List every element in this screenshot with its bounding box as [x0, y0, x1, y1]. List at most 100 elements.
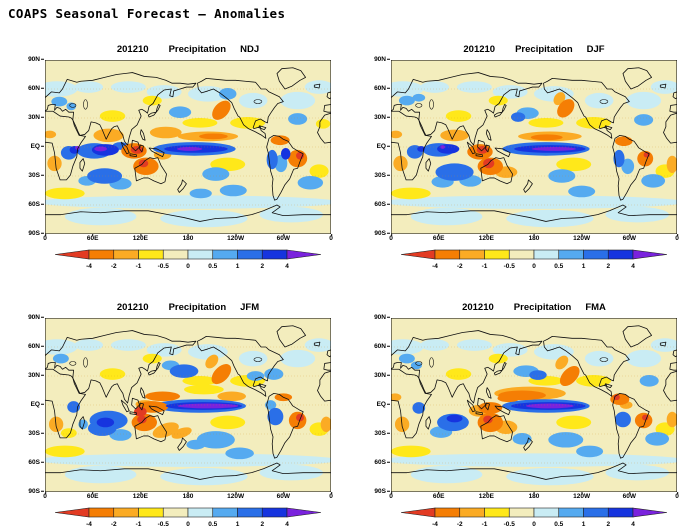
panel-init-date: 201210	[116, 44, 149, 55]
lat-tick-label: 60S	[28, 201, 45, 209]
panel-init-date: 201210	[462, 302, 494, 313]
lon-tick-label: 0	[389, 492, 393, 500]
lat-tick-label: 30S	[28, 430, 45, 438]
colorbar-tick-label: -2	[111, 521, 117, 528]
colorbar-tick-label: 0.5	[208, 263, 217, 270]
lat-tick-label: 60S	[28, 459, 45, 467]
lon-tick-label: 0	[675, 492, 679, 500]
lat-tick-label: 60N	[374, 343, 391, 351]
lon-axis: 0 60E 120E 180 120W 60W 0	[43, 234, 333, 244]
colorbar-tick-label: -0.5	[504, 521, 516, 528]
lon-tick-label: 120W	[573, 492, 591, 500]
colorbar-tick-label: -4	[86, 263, 92, 270]
colorbar-row: -4 -2 -1 -0.5 0 0.5 1 2 4	[391, 507, 677, 529]
panel-jfm: 201210 Precipitation JFM 90N 60N 30N EQ 30S 60S 9…	[28, 302, 333, 529]
lat-tick-label: 60N	[28, 85, 45, 93]
lon-axis: 0 60E 120E 180 120W 60W 0	[43, 492, 333, 502]
map-canvas	[391, 60, 677, 234]
colorbar-tick-label: 4	[285, 521, 289, 528]
lat-tick-label: 60N	[28, 343, 45, 351]
map-frame: 90N 60N 30N EQ 30S 60S 90S	[28, 56, 331, 236]
colorbar-tick-label: 2	[260, 263, 264, 270]
colorbar-tick-label: 4	[631, 521, 635, 528]
colorbar-tick-label: 1	[236, 521, 240, 528]
lat-tick-label: 90N	[374, 314, 391, 322]
colorbar-arrow-positive	[632, 249, 667, 260]
colorbar-tick-label: 1	[236, 263, 240, 270]
colorbar: -4 -2 -1 -0.5 0 0.5 1 2 4	[401, 507, 667, 528]
panel-variable: Precipitation	[168, 302, 227, 313]
lon-tick-label: 120W	[227, 492, 245, 500]
map-canvas	[45, 318, 331, 492]
lon-tick-label: 60E	[432, 492, 445, 500]
colorbar-arrow-negative	[55, 507, 90, 518]
colorbar-tick-label: -2	[457, 521, 463, 528]
lon-tick-label: 60E	[86, 492, 99, 500]
lat-tick-label: 90S	[374, 230, 391, 238]
lat-tick-label: 30N	[28, 372, 45, 380]
panel-title: 201210 Precipitation DJF	[391, 44, 677, 57]
colorbar-arrow-negative	[55, 249, 90, 260]
colorbar-tick-label: -1	[136, 263, 142, 270]
lon-tick-label: 120E	[132, 492, 148, 500]
panel-season: FMA	[585, 302, 606, 313]
lat-tick-label: 60N	[374, 85, 391, 93]
colorbar-arrow-positive	[286, 507, 321, 518]
colorbar-tick-label: -2	[457, 263, 463, 270]
lat-tick-label: 60S	[374, 459, 391, 467]
lon-tick-label: 0	[675, 234, 679, 242]
colorbar-tick-label: 2	[606, 521, 610, 528]
colorbar-tick-label: -0.5	[504, 263, 516, 270]
page-title: COAPS Seasonal Forecast — Anomalies	[8, 6, 286, 21]
panel-init-date: 201210	[463, 44, 496, 55]
lon-tick-label: 120E	[132, 234, 148, 242]
colorbar-tick-label: -1	[482, 263, 488, 270]
colorbar-tick-label: 0	[532, 263, 536, 270]
colorbar-tick-label: 0.5	[208, 521, 217, 528]
lon-tick-label: 0	[329, 234, 333, 242]
colorbar-tick-label: 1	[582, 263, 586, 270]
lon-tick-label: 60W	[276, 492, 291, 500]
lon-tick-label: 180	[528, 492, 540, 500]
colorbar-tick-label: 2	[260, 521, 264, 528]
colorbar-tick-label: -0.5	[158, 521, 170, 528]
lat-tick-label: 30S	[374, 172, 391, 180]
panel-season: DJF	[586, 44, 605, 55]
panel-variable: Precipitation	[513, 302, 572, 313]
colorbar-arrow-positive	[286, 249, 321, 260]
lat-tick-label: 90S	[28, 488, 45, 496]
colorbar-tick-label: 2	[606, 263, 610, 270]
lon-tick-label: 60W	[622, 492, 637, 500]
colorbar: -4 -2 -1 -0.5 0 0.5 1 2 4	[401, 249, 667, 270]
lat-tick-label: 30N	[374, 372, 391, 380]
lat-tick-label: EQ	[377, 401, 391, 409]
lat-tick-label: EQ	[377, 143, 391, 151]
lat-tick-label: 30N	[374, 114, 391, 122]
colorbar-row: -4 -2 -1 -0.5 0 0.5 1 2 4	[45, 507, 331, 529]
lat-tick-label: 90N	[28, 314, 45, 322]
colorbar-tick-label: -4	[86, 521, 92, 528]
lon-tick-label: 60W	[276, 234, 291, 242]
lon-tick-label: 60W	[622, 234, 637, 242]
panel-ndj: 201210 Precipitation NDJ 90N 60N 30N EQ 30S 60S 9…	[28, 44, 333, 271]
colorbar-tick-label: -4	[432, 263, 438, 270]
panel-title: 201210 Precipitation FMA	[391, 302, 677, 315]
lon-tick-label: 120E	[478, 492, 494, 500]
lat-tick-label: 30N	[28, 114, 45, 122]
lon-axis: 0 60E 120E 180 120W 60W 0	[389, 234, 679, 244]
colorbar-tick-label: -0.5	[158, 263, 170, 270]
lon-tick-label: 120E	[478, 234, 494, 242]
map-frame: 90N 60N 30N EQ 30S 60S 90S	[374, 314, 677, 494]
lat-tick-label: 30S	[374, 430, 391, 438]
lon-axis: 0 60E 120E 180 120W 60W 0	[389, 492, 679, 502]
colorbar-tick-label: 0	[186, 521, 190, 528]
panel-season: NDJ	[240, 44, 260, 55]
colorbar-tick-label: 0	[532, 521, 536, 528]
panel-title: 201210 Precipitation NDJ	[45, 44, 331, 57]
colorbar-arrow-negative	[401, 507, 436, 518]
lat-tick-label: 30S	[28, 172, 45, 180]
colorbar-tick-label: 0.5	[554, 263, 563, 270]
colorbar-tick-label: 0	[186, 263, 190, 270]
map-canvas	[391, 318, 677, 492]
